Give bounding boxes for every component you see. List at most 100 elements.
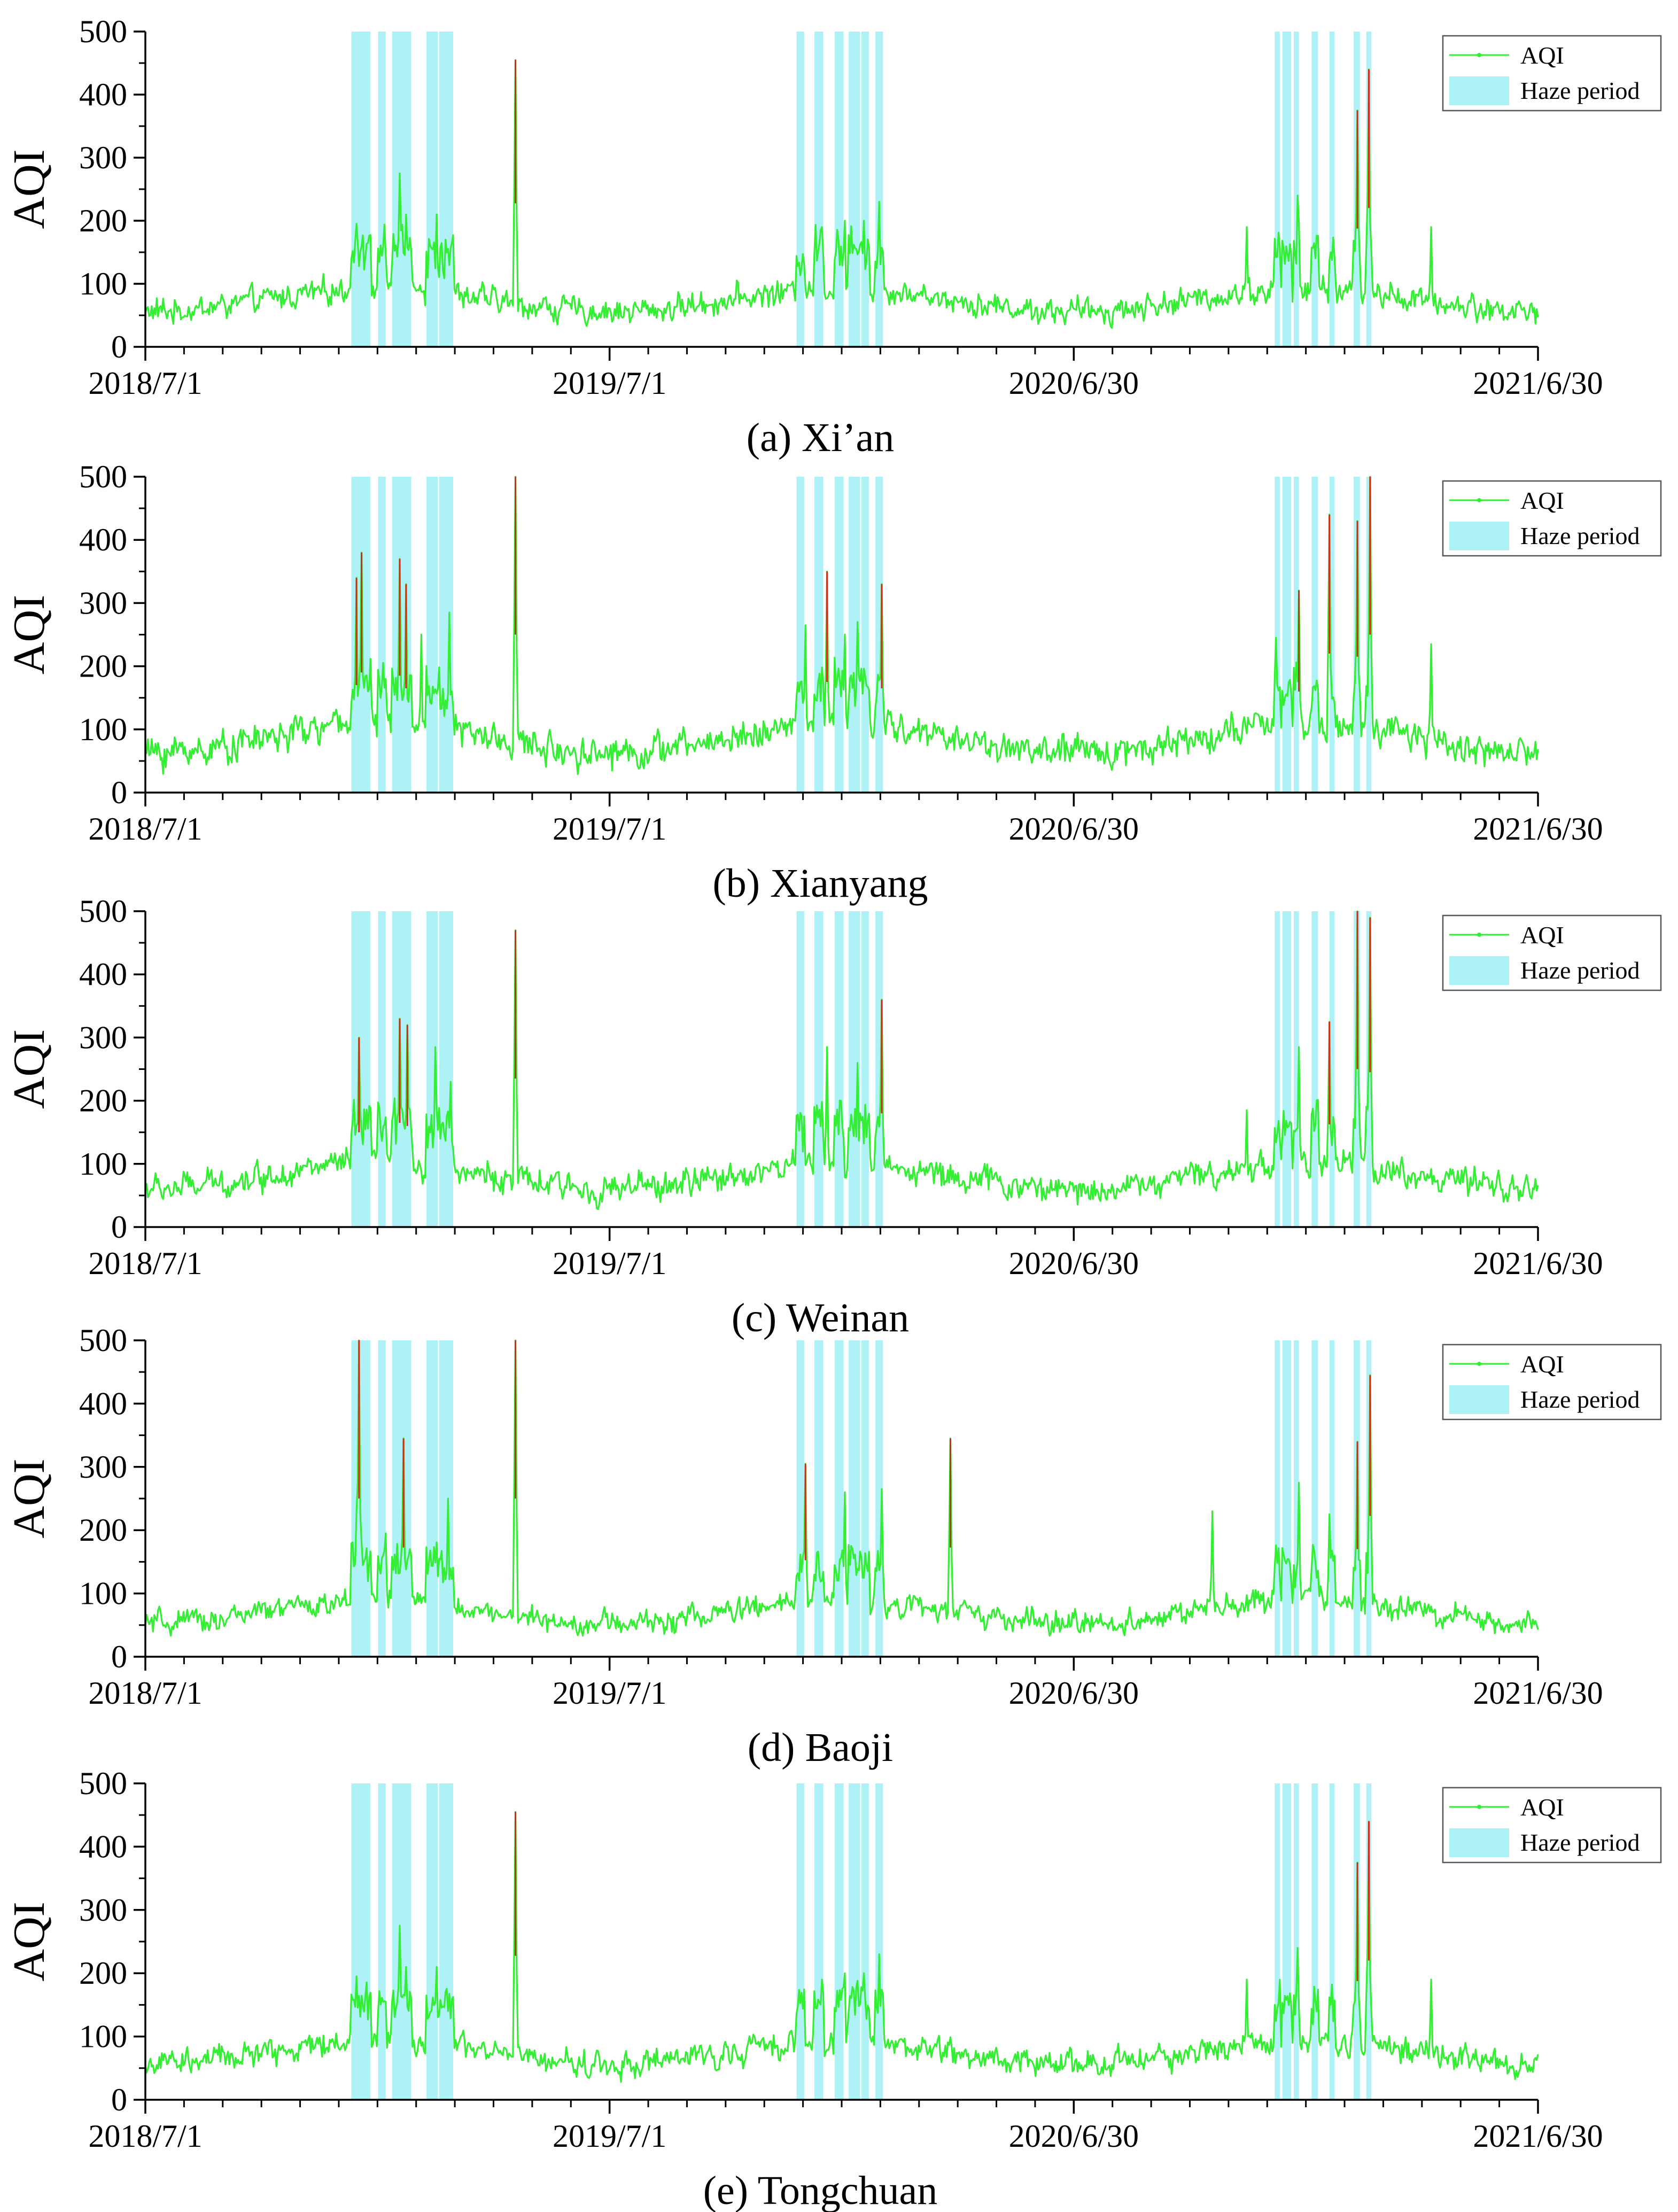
x-tick-label: 2021/6/30 bbox=[1473, 366, 1603, 401]
legend-aqi-marker bbox=[1477, 933, 1481, 937]
y-tick-label: 0 bbox=[111, 1639, 127, 1674]
panel-caption: (e) Tongchuan bbox=[703, 2168, 938, 2212]
legend: AQI Haze period bbox=[1442, 1344, 1662, 1421]
haze-period-band bbox=[1282, 477, 1292, 793]
haze-period-band bbox=[1282, 1340, 1292, 1657]
haze-period-band bbox=[875, 911, 883, 1227]
y-tick-label: 200 bbox=[79, 203, 127, 238]
y-tick-label: 500 bbox=[79, 1766, 127, 1801]
y-tick-label: 400 bbox=[79, 1829, 127, 1864]
haze-period-band bbox=[814, 1340, 824, 1657]
y-tick-label: 500 bbox=[79, 1323, 127, 1358]
haze-period-band bbox=[426, 1783, 438, 2100]
haze-period-band bbox=[1275, 32, 1280, 347]
aqi-chart-panel: 0 100 200 300 400 500 2018/7/1 2019/7/1 2020/6/3… bbox=[4, 1766, 1662, 2212]
y-tick-label: 100 bbox=[79, 2019, 127, 2054]
haze-period-band bbox=[351, 911, 371, 1227]
haze-period-band bbox=[1282, 911, 1292, 1227]
legend-haze-label: Haze period bbox=[1520, 1829, 1640, 1856]
y-axis-title: AQI bbox=[4, 595, 54, 674]
y-tick-label: 0 bbox=[111, 775, 127, 810]
haze-period-band bbox=[1329, 32, 1335, 347]
legend: AQI Haze period bbox=[1442, 35, 1662, 112]
x-tick-label: 2018/7/1 bbox=[88, 366, 202, 401]
haze-period-band bbox=[351, 32, 371, 347]
haze-period-band bbox=[849, 32, 860, 347]
y-axis-title: AQI bbox=[4, 149, 54, 229]
x-tick-label: 2019/7/1 bbox=[553, 811, 666, 847]
haze-period-band bbox=[1311, 1340, 1318, 1657]
legend-haze-label: Haze period bbox=[1520, 77, 1640, 104]
haze-period-band bbox=[392, 32, 411, 347]
haze-period-band bbox=[378, 1340, 386, 1657]
x-tick-label: 2019/7/1 bbox=[553, 1675, 666, 1711]
y-tick-label: 300 bbox=[79, 1892, 127, 1928]
haze-period-band bbox=[849, 1783, 860, 2100]
y-tick-label: 100 bbox=[79, 1146, 127, 1182]
haze-period-band bbox=[834, 1783, 844, 2100]
haze-period-band bbox=[796, 1783, 804, 2100]
legend-aqi-marker bbox=[1477, 498, 1481, 502]
haze-period-band bbox=[814, 911, 824, 1227]
legend-haze-label: Haze period bbox=[1520, 957, 1640, 984]
haze-period-band bbox=[378, 477, 386, 793]
haze-period-band bbox=[392, 1783, 411, 2100]
haze-period-band bbox=[1329, 1340, 1335, 1657]
y-tick-label: 300 bbox=[79, 1449, 127, 1485]
y-tick-label: 500 bbox=[79, 459, 127, 494]
haze-period-band bbox=[861, 32, 869, 347]
legend-aqi-label: AQI bbox=[1520, 1351, 1564, 1378]
legend-haze-label: Haze period bbox=[1520, 1386, 1640, 1413]
aqi-series-line bbox=[144, 1339, 1539, 1637]
haze-period-band bbox=[814, 477, 824, 793]
haze-period-band bbox=[439, 911, 453, 1227]
haze-period-band bbox=[1275, 1340, 1280, 1657]
haze-period-band bbox=[834, 477, 844, 793]
haze-period-band bbox=[796, 477, 804, 793]
legend-haze-swatch bbox=[1449, 522, 1509, 550]
haze-period-band bbox=[1329, 1783, 1335, 2100]
haze-period-band bbox=[814, 32, 824, 347]
y-tick-label: 0 bbox=[111, 329, 127, 364]
haze-period-band bbox=[392, 477, 411, 793]
haze-period-band bbox=[1282, 32, 1292, 347]
y-axis-title: AQI bbox=[4, 1029, 54, 1109]
aqi-chart-panel: 0 100 200 300 400 500 2018/7/1 2019/7/1 2020/6/3… bbox=[4, 14, 1662, 460]
legend-aqi-marker bbox=[1477, 53, 1481, 57]
legend-haze-swatch bbox=[1449, 1385, 1509, 1414]
haze-period-band bbox=[861, 1340, 869, 1657]
haze-period-band bbox=[378, 1783, 386, 2100]
haze-period-band bbox=[796, 911, 804, 1227]
y-tick-label: 300 bbox=[79, 585, 127, 620]
aqi-chart-panel: 0 100 200 300 400 500 2018/7/1 2019/7/1 2020/6/3… bbox=[4, 459, 1662, 906]
haze-period-band bbox=[1294, 32, 1299, 347]
haze-period-band bbox=[849, 1340, 860, 1657]
haze-period-band bbox=[875, 1783, 883, 2100]
haze-period-band bbox=[1329, 477, 1335, 793]
haze-period-band bbox=[426, 32, 438, 347]
haze-period-band bbox=[875, 32, 883, 347]
x-tick-label: 2019/7/1 bbox=[553, 2118, 666, 2154]
y-tick-label: 400 bbox=[79, 522, 127, 557]
y-axis-title: AQI bbox=[4, 1458, 54, 1538]
x-tick-label: 2020/6/30 bbox=[1009, 2118, 1139, 2154]
panel-caption: (c) Weinan bbox=[732, 1295, 909, 1340]
haze-period-band bbox=[1294, 1340, 1299, 1657]
aqi-series-line bbox=[144, 476, 1539, 775]
haze-period-band bbox=[1275, 477, 1280, 793]
y-tick-label: 200 bbox=[79, 1512, 127, 1548]
y-tick-label: 200 bbox=[79, 649, 127, 684]
haze-period-band bbox=[378, 911, 386, 1227]
y-tick-label: 400 bbox=[79, 1386, 127, 1421]
aqi-series-line bbox=[144, 910, 1539, 1210]
y-tick-label: 100 bbox=[79, 266, 127, 301]
x-tick-label: 2020/6/30 bbox=[1009, 1675, 1139, 1711]
legend: AQI Haze period bbox=[1442, 1787, 1662, 1864]
haze-period-band bbox=[834, 911, 844, 1227]
y-tick-label: 400 bbox=[79, 77, 127, 112]
y-tick-label: 100 bbox=[79, 1576, 127, 1611]
haze-period-band bbox=[814, 1783, 824, 2100]
haze-period-band bbox=[1311, 32, 1318, 347]
y-tick-label: 300 bbox=[79, 140, 127, 175]
